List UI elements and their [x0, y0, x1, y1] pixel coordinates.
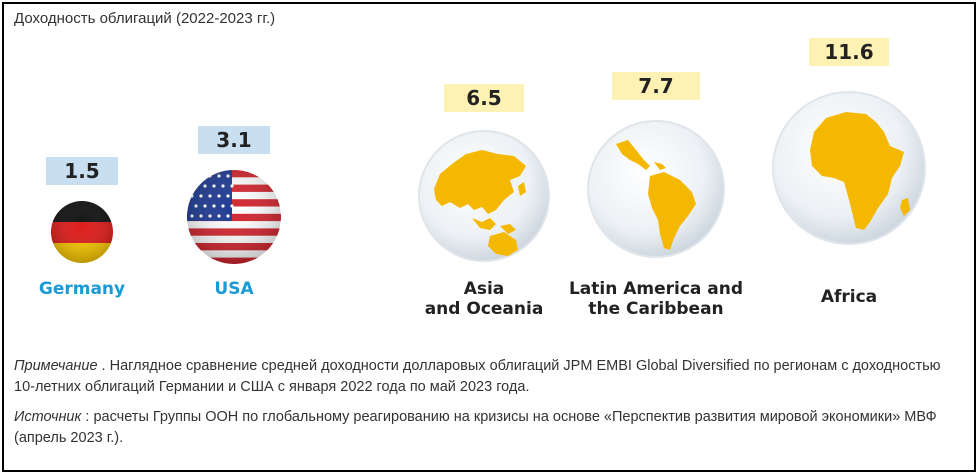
category-label-germany: Germany [39, 279, 125, 299]
category-label-latin-america-line-2: the Caribbean [588, 299, 723, 319]
latin-america-globe-icon [587, 120, 725, 258]
value-label-asia-oceania: 6.5 [466, 86, 501, 110]
category-label-africa: Africa [821, 287, 877, 307]
value-box-africa [809, 38, 889, 66]
asia-globe-icon [418, 130, 550, 262]
category-label-asia-oceania-line-1: Asia [464, 279, 505, 299]
value-label-latin-america: 7.7 [638, 74, 673, 98]
value-box-usa [198, 126, 270, 154]
note-label: Примечание [14, 358, 98, 374]
note-paragraph: Примечание . Наглядное сравнение средней… [14, 356, 964, 398]
usa-flag-icon [187, 170, 281, 264]
value-label-africa: 11.6 [824, 40, 873, 64]
value-label-usa: 3.1 [216, 128, 251, 152]
africa-globe-icon [772, 91, 926, 245]
value-box-asia-oceania [444, 84, 524, 112]
value-label-germany: 1.5 [64, 159, 99, 183]
value-box-latin-america [612, 72, 700, 100]
category-label-asia-oceania-line-2: and Oceania [425, 299, 544, 319]
germany-flag-icon [51, 201, 113, 263]
category-label-usa: USA [214, 279, 254, 299]
note-text: . Наглядное сравнение средней доходности… [14, 358, 941, 395]
source-paragraph: Источник : расчеты Группы ООН по глобаль… [14, 407, 964, 449]
notes-section: Примечание . Наглядное сравнение средней… [14, 356, 964, 458]
value-box-germany [46, 157, 118, 185]
category-label-latin-america-line-1: Latin America and [569, 279, 743, 299]
chart-title: Доходность облигаций (2022-2023 гг.) [14, 10, 276, 27]
source-label: Источник [14, 409, 82, 425]
source-text: : расчеты Группы ООН по глобальному реаг… [14, 409, 937, 446]
